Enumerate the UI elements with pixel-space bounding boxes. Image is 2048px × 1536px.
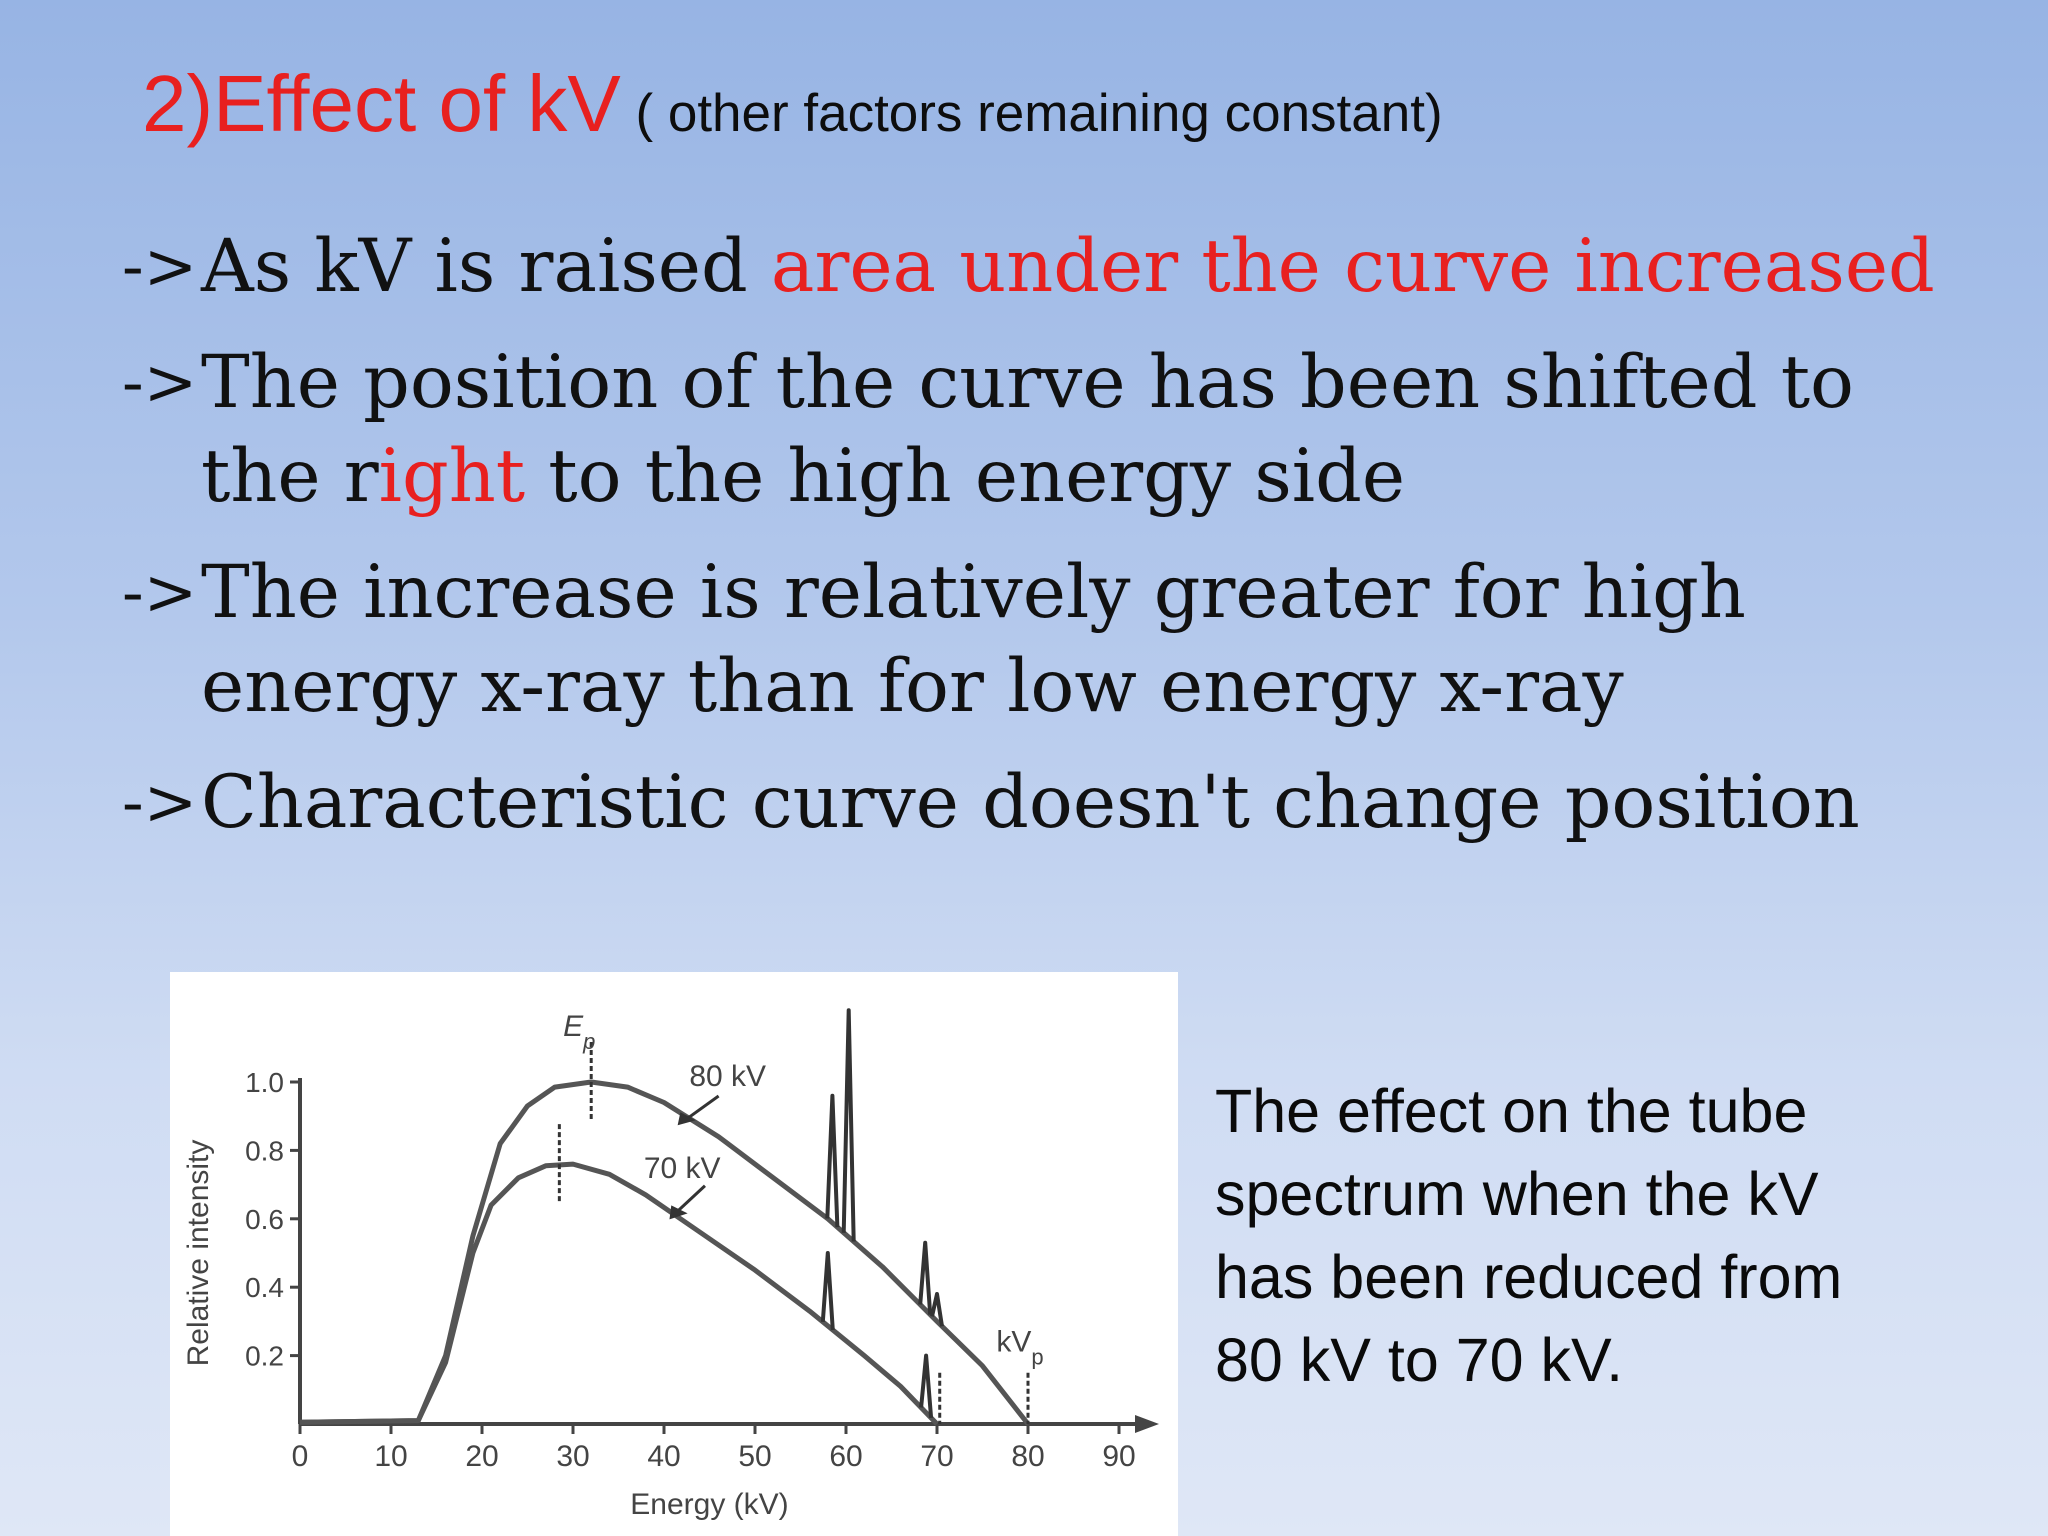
bullet-text: the r [201,434,379,519]
series-label-arrowhead [669,1205,688,1220]
x-tick-label: 80 [1011,1440,1044,1473]
figure-caption: The effect on the tube spectrum when the… [1215,1077,1843,1394]
arrow-marker: -> [122,346,198,420]
title-subtitle: ( other factors remaining constant) [620,84,1443,143]
y-tick-label: 0.2 [245,1341,284,1372]
bullet-item: -> The increase is relatively greater for… [122,546,1935,734]
bullet-line: As kV is raised area under the curve inc… [201,220,1935,314]
bullet-line: The increase is relatively greater for h… [201,546,1935,640]
bullet-list: -> As kV is raised area under the curve i… [122,220,1935,872]
x-tick-label: 60 [829,1440,862,1473]
bullet-text: ight [378,434,526,519]
series-curve [299,1079,1030,1426]
chart-annotation: Ep [563,1010,595,1054]
bullet-item: -> As kV is raised area under the curve i… [122,220,1935,314]
characteristic-peak [918,1240,933,1315]
characteristic-peak [820,1251,835,1331]
x-tick-label: 40 [647,1440,680,1473]
y-axis-label: Relative intensity [182,1140,215,1367]
characteristic-peak [930,1292,944,1327]
bullet-item: -> The position of the curve has been shi… [122,336,1935,524]
x-tick-label: 50 [738,1440,771,1473]
title-main: 2)Effect of kV [142,59,621,148]
spectrum-figure: 0 10 20 30 40 50 60 70 80 90 0.2 0.4 0.6 0.8 1.0 Energy… [170,972,1178,1536]
arrow-marker: -> [122,556,198,630]
bullet-text: Characteristic curve doesn't change posi… [201,760,1860,845]
bullet-line: energy x-ray than for low energy x-ray [201,640,1935,734]
series-label: 70 kV [644,1152,721,1185]
bullet-text: energy x-ray than for low energy x-ray [201,644,1624,729]
bullet-text: area under the curve increased [770,224,1935,309]
y-tick-label: 0.6 [245,1204,284,1235]
slide-title: 2)Effect of kV ( other factors remaining… [142,58,1443,150]
y-tick-label: 0.8 [245,1135,284,1166]
bullet-text: The position of the curve has been shift… [201,340,1854,425]
x-tick-label: 0 [292,1440,309,1473]
characteristic-peak [825,1093,840,1228]
x-axis-label: Energy (kV) [630,1488,788,1521]
characteristic-peak [919,1353,934,1419]
characteristic-peak [841,1008,856,1242]
series-curve [299,1161,939,1426]
bullet-text: The increase is relatively greater for h… [201,550,1746,635]
x-tick-label: 20 [465,1440,498,1473]
x-tick-label: 30 [556,1440,589,1473]
series-label-arrowhead [677,1112,696,1126]
bullet-line: Characteristic curve doesn't change posi… [201,756,1935,850]
bullet-text: As kV is raised [201,224,771,309]
bullet-line: The position of the curve has been shift… [201,336,1935,430]
x-tick-label: 70 [920,1440,953,1473]
y-tick-label: 1.0 [245,1067,284,1098]
bullet-text: to the high energy side [525,434,1406,519]
x-tick-label: 90 [1102,1440,1135,1473]
bullet-line: the right to the high energy side [201,430,1935,524]
arrow-marker: -> [122,230,198,304]
series-label: 80 kV [689,1060,766,1093]
y-tick-label: 0.4 [245,1272,284,1303]
spectrum-chart: 0 10 20 30 40 50 60 70 80 90 0.2 0.4 0.6 0.8 1.0 Energy… [182,1008,1159,1521]
bullet-item: -> Characteristic curve doesn't change po… [122,756,1935,850]
arrow-marker: -> [122,766,198,840]
x-tick-label: 10 [374,1440,407,1473]
chart-annotation: kVp [996,1326,1043,1370]
x-axis-arrowhead [1135,1415,1159,1433]
